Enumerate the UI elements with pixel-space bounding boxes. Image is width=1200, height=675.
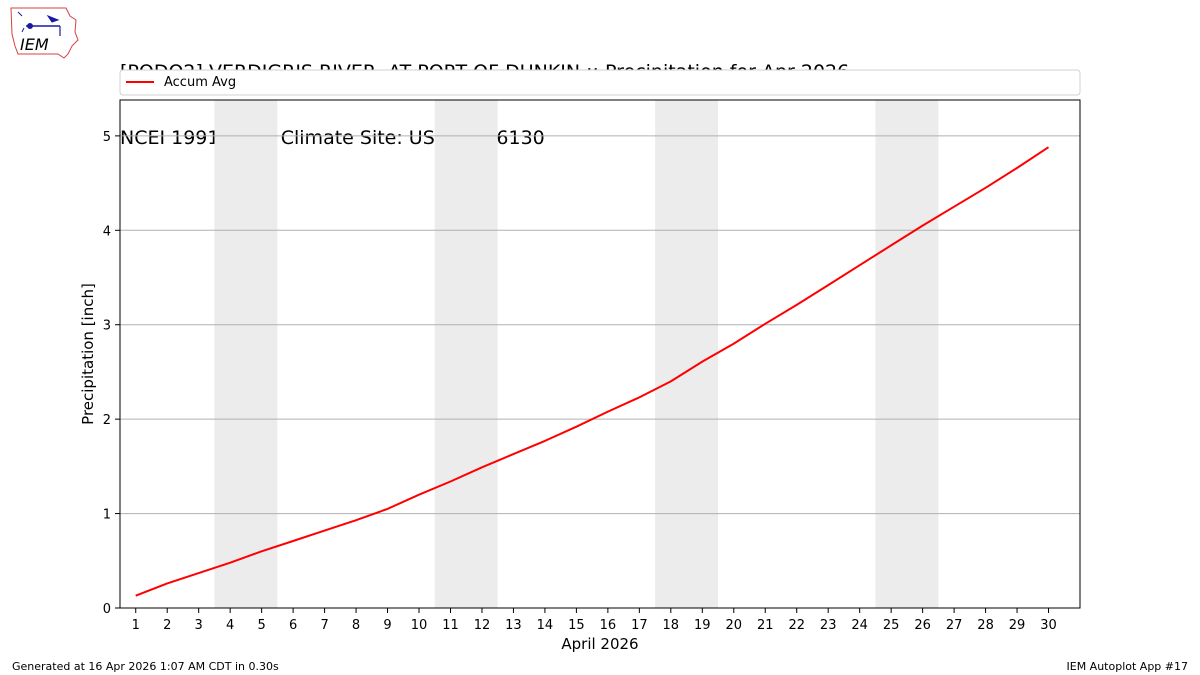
legend-box bbox=[119, 69, 1081, 96]
y-axis: 0 1 2 3 4 5 bbox=[103, 130, 120, 617]
x-tick-label: 26 bbox=[914, 618, 931, 633]
x-axis: 1 2 3 4 5 6 7 8 9 10 11 12 13 14 15 16 17 18 19 20 21 22 23 24 2… bbox=[132, 608, 1057, 633]
y-tick-label: 1 bbox=[103, 508, 111, 523]
iowa-outline-icon bbox=[10, 7, 79, 59]
x-tick-label: 30 bbox=[1040, 618, 1057, 633]
series-line-accum-avg bbox=[135, 146, 1050, 597]
x-tick-label: 21 bbox=[757, 618, 774, 633]
x-tick-label: 10 bbox=[411, 618, 428, 633]
x-tick-label: 19 bbox=[694, 618, 711, 633]
x-tick-label: 24 bbox=[851, 618, 868, 633]
y-axis-label: Precipitation [inch] bbox=[79, 283, 97, 425]
weekend-band bbox=[875, 100, 939, 608]
x-tick-label: 27 bbox=[946, 618, 963, 633]
x-tick-label: 4 bbox=[226, 618, 234, 633]
weather-station-icon bbox=[17, 11, 61, 36]
x-tick-label: 11 bbox=[442, 618, 459, 633]
x-tick-label: 13 bbox=[505, 618, 522, 633]
footer-app-text: IEM Autoplot App #17 bbox=[1066, 660, 1189, 673]
x-tick-label: 6 bbox=[289, 618, 297, 633]
legend: Accum Avg bbox=[119, 69, 1081, 96]
weekend-band bbox=[214, 100, 278, 608]
x-tick-label: 17 bbox=[631, 618, 648, 633]
x-tick-label: 18 bbox=[663, 618, 680, 633]
x-tick-label: 29 bbox=[1009, 618, 1026, 633]
x-tick-label: 9 bbox=[383, 618, 391, 633]
y-tick-label: 2 bbox=[103, 413, 111, 428]
x-tick-label: 12 bbox=[474, 618, 491, 633]
iem-logo: IEM bbox=[10, 7, 79, 59]
x-tick-label: 5 bbox=[257, 618, 265, 633]
y-tick-label: 4 bbox=[103, 224, 111, 239]
plot-frame bbox=[119, 99, 1081, 609]
y-tick-label: 3 bbox=[103, 319, 111, 334]
x-tick-label: 14 bbox=[537, 618, 554, 633]
x-tick-label: 7 bbox=[320, 618, 328, 633]
x-tick-label: 1 bbox=[132, 618, 140, 633]
footer-generated-text: Generated at 16 Apr 2026 1:07 AM CDT in … bbox=[12, 660, 279, 673]
logo-text: IEM bbox=[20, 35, 49, 54]
x-tick-label: 22 bbox=[788, 618, 805, 633]
x-tick-label: 15 bbox=[568, 618, 585, 633]
weekend-band bbox=[434, 100, 498, 608]
x-tick-label: 20 bbox=[725, 618, 742, 633]
weekend-bands bbox=[214, 100, 939, 608]
y-tick-label: 0 bbox=[103, 602, 111, 617]
x-tick-label: 23 bbox=[820, 618, 837, 633]
x-tick-label: 28 bbox=[977, 618, 994, 633]
weekend-band bbox=[655, 100, 719, 608]
x-tick-label: 3 bbox=[195, 618, 203, 633]
y-tick-label: 5 bbox=[103, 130, 111, 145]
x-tick-label: 16 bbox=[600, 618, 617, 633]
legend-label-accum-avg: Accum Avg bbox=[164, 75, 236, 90]
x-axis-label: April 2026 bbox=[561, 635, 638, 653]
x-tick-label: 8 bbox=[352, 618, 360, 633]
x-tick-label: 25 bbox=[883, 618, 900, 633]
x-tick-label: 2 bbox=[163, 618, 171, 633]
gridlines bbox=[120, 135, 1080, 515]
